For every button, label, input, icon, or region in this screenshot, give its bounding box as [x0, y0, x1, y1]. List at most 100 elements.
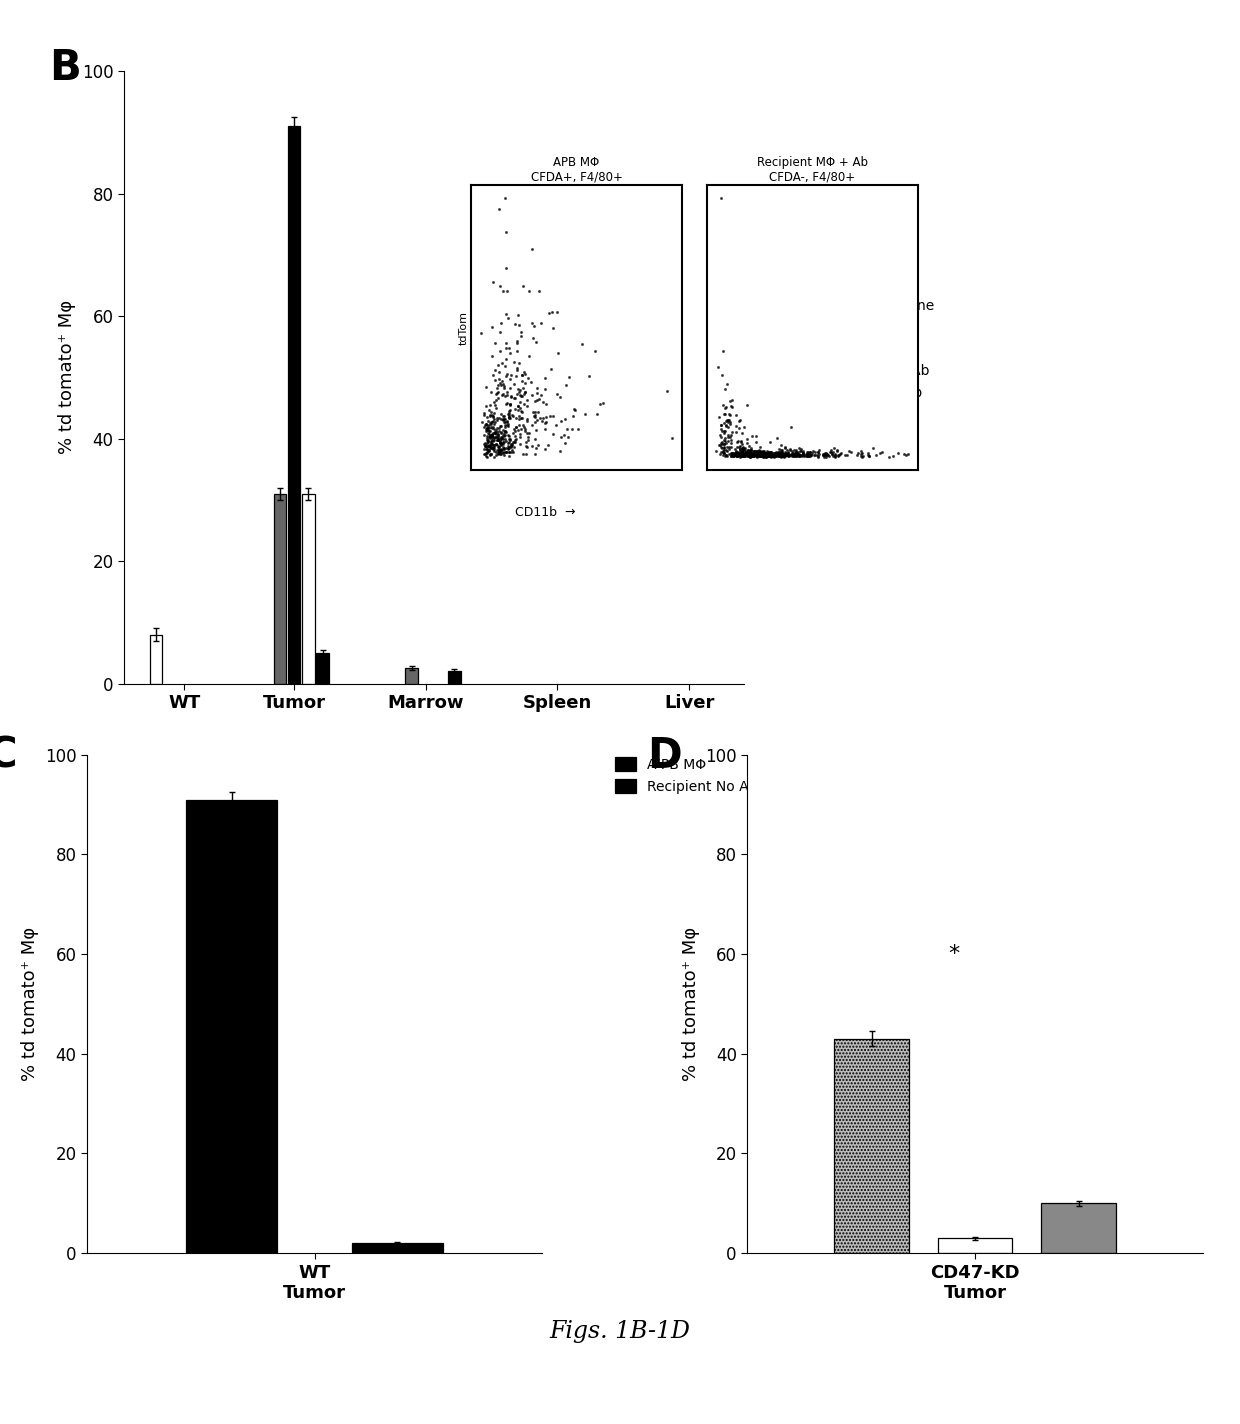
Point	[515, 360, 534, 383]
Point	[494, 429, 513, 451]
Point	[708, 356, 728, 379]
Point	[823, 444, 843, 467]
Point	[781, 416, 801, 439]
Point	[730, 440, 750, 463]
Point	[513, 275, 533, 298]
Point	[487, 387, 507, 410]
Point	[764, 446, 784, 468]
Point	[722, 420, 742, 443]
Point	[517, 422, 537, 444]
Text: CD11b  →: CD11b →	[515, 506, 575, 518]
Point	[755, 443, 775, 466]
Point	[730, 409, 750, 431]
Point	[745, 443, 765, 466]
Point	[749, 444, 769, 467]
Point	[485, 402, 505, 424]
Point	[474, 433, 494, 456]
Point	[817, 443, 837, 466]
Point	[568, 417, 588, 440]
Point	[486, 422, 506, 444]
Point	[510, 390, 529, 413]
Point	[481, 443, 501, 466]
Point	[720, 444, 740, 467]
Point	[486, 426, 506, 449]
Point	[724, 446, 744, 468]
Point	[482, 424, 502, 447]
Point	[790, 440, 810, 463]
Point	[495, 407, 515, 430]
Point	[755, 443, 775, 466]
Point	[709, 433, 729, 456]
Point	[770, 441, 790, 464]
Point	[725, 420, 745, 443]
Point	[740, 441, 760, 464]
Point	[533, 407, 553, 430]
Point	[511, 325, 531, 347]
Point	[766, 441, 786, 464]
Point	[743, 446, 763, 468]
Point	[760, 444, 780, 467]
Point	[723, 441, 743, 464]
Point	[487, 439, 507, 461]
Point	[848, 441, 868, 464]
Point	[808, 444, 828, 467]
Point	[879, 446, 899, 468]
Point	[497, 362, 517, 384]
Point	[748, 444, 768, 467]
Y-axis label: % td tomato⁺ Mφ: % td tomato⁺ Mφ	[682, 927, 699, 1081]
Point	[758, 441, 777, 464]
Point	[761, 444, 781, 467]
Point	[491, 439, 511, 461]
Point	[745, 440, 765, 463]
Point	[477, 416, 497, 439]
Point	[480, 403, 500, 426]
Point	[500, 393, 520, 416]
Point	[816, 444, 836, 467]
Point	[496, 336, 516, 359]
Point	[507, 356, 527, 379]
Point	[506, 416, 526, 439]
Point	[758, 441, 777, 464]
Point	[505, 424, 525, 447]
Point	[718, 416, 738, 439]
Point	[817, 444, 837, 467]
Point	[476, 434, 496, 457]
Point	[491, 426, 511, 449]
Point	[511, 320, 531, 343]
Y-axis label: % td tomato⁺ Mφ: % td tomato⁺ Mφ	[21, 927, 40, 1081]
Point	[536, 412, 556, 434]
Point	[551, 386, 570, 409]
Point	[720, 443, 740, 466]
Point	[491, 407, 511, 430]
Point	[494, 440, 513, 463]
Point	[732, 444, 751, 467]
Point	[516, 363, 536, 386]
Point	[517, 407, 537, 430]
Point	[755, 441, 775, 464]
Point	[797, 441, 817, 464]
Point	[489, 441, 508, 464]
Point	[732, 422, 751, 444]
Point	[770, 444, 790, 467]
Point	[751, 440, 771, 463]
Point	[733, 440, 753, 463]
Point	[503, 417, 523, 440]
Point	[753, 444, 773, 467]
Point	[773, 444, 792, 467]
Point	[515, 372, 534, 394]
Point	[494, 404, 513, 427]
Point	[734, 444, 754, 467]
Point	[792, 441, 812, 464]
Point	[485, 434, 505, 457]
Point	[751, 443, 771, 466]
Point	[476, 434, 496, 457]
Point	[711, 433, 730, 456]
Point	[557, 375, 577, 397]
Point	[770, 443, 790, 466]
Point	[496, 221, 516, 244]
Point	[742, 444, 761, 467]
Point	[498, 444, 518, 467]
Point	[769, 444, 789, 467]
Point	[482, 315, 502, 337]
Point	[498, 437, 518, 460]
